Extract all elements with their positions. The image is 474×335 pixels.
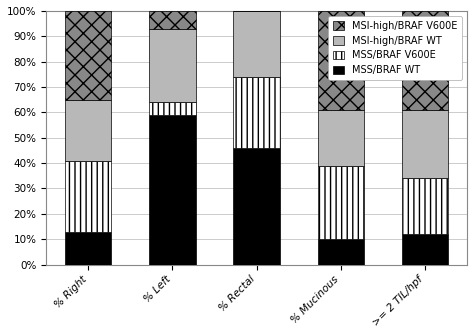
Bar [65,160,111,231]
Bar [65,231,111,265]
Bar [402,178,448,234]
Bar [149,11,196,29]
Bar [402,234,448,265]
Legend: MSI-high/BRAF V600E, MSI-high/BRAF WT, MSS/BRAF V600E, MSS/BRAF WT: MSI-high/BRAF V600E, MSI-high/BRAF WT, M… [328,16,462,80]
Bar [149,29,196,102]
Bar [402,110,448,178]
Bar [234,148,280,265]
Bar [65,100,111,160]
Bar [234,11,280,77]
Bar [65,11,111,100]
Bar [318,110,364,165]
Bar [318,239,364,265]
Bar [149,115,196,265]
Bar [318,165,364,239]
Bar [234,77,280,148]
Bar [318,11,364,110]
Bar [402,11,448,110]
Bar [149,102,196,115]
